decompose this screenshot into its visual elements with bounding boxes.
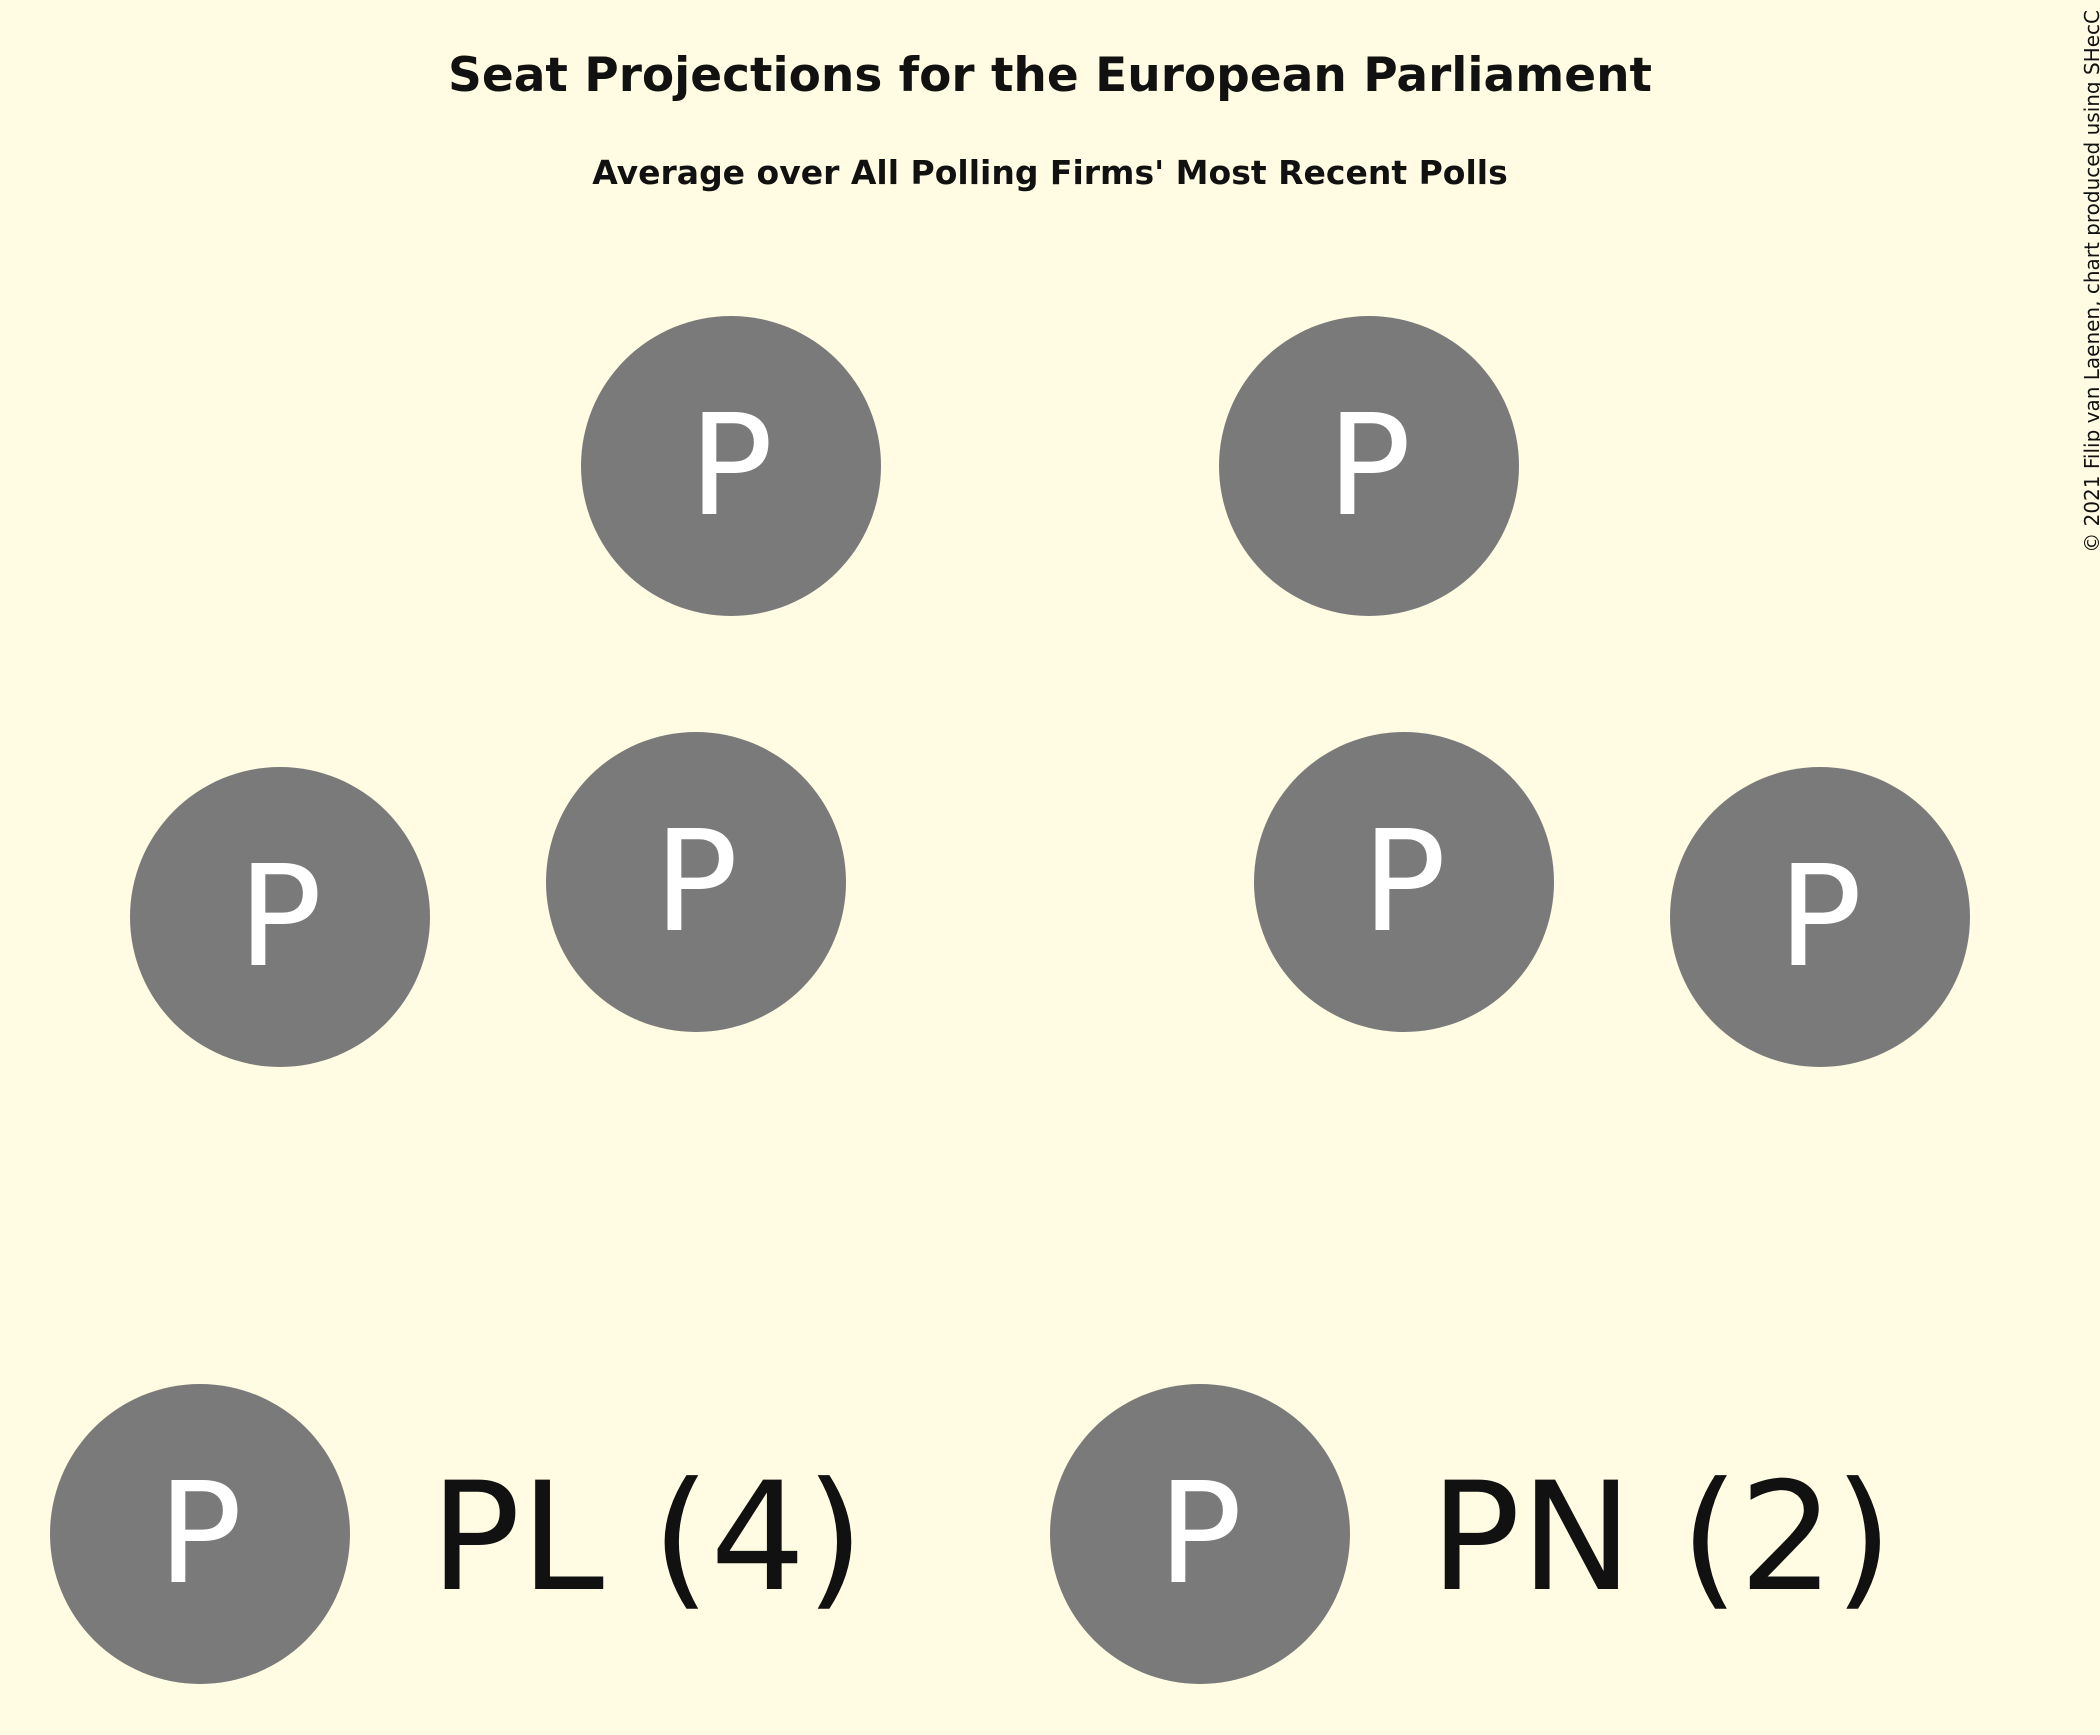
legend-label-pn: PN (2) — [1430, 1451, 1893, 1625]
legend-marker-pn-letter: P — [1158, 1453, 1242, 1616]
seat-pl-1: P — [130, 767, 430, 1067]
seat-pn-1: P — [1254, 732, 1554, 1032]
seat-pl-2-circle — [546, 732, 846, 1032]
seat-pl-4-letter: P — [1327, 385, 1411, 548]
seat-pn-2-letter: P — [1778, 836, 1862, 999]
legend-marker-pn: P — [1050, 1384, 1350, 1684]
seat-pl-3: P — [581, 316, 881, 616]
seat-pl-2-letter: P — [654, 801, 738, 964]
seat-pn-1-letter: P — [1362, 801, 1446, 964]
legend-marker-pn-circle — [1050, 1384, 1350, 1684]
seat-pl-4: P — [1219, 316, 1519, 616]
seat-pl-4-circle — [1219, 316, 1519, 616]
chart-subtitle: Average over All Polling Firms' Most Rec… — [592, 153, 1508, 192]
legend-marker-pl: P — [50, 1384, 350, 1684]
seat-pl-1-circle — [130, 767, 430, 1067]
seat-pn-2: P — [1670, 767, 1970, 1067]
legend-marker-pl-circle — [50, 1384, 350, 1684]
seat-pl-3-circle — [581, 316, 881, 616]
legend-marker-pl-letter: P — [158, 1453, 242, 1616]
chart-title: Seat Projections for the European Parlia… — [447, 48, 1653, 103]
seat-pl-2: P — [546, 732, 846, 1032]
seat-pl-3-letter: P — [689, 385, 773, 548]
seat-pl-1-letter: P — [238, 836, 322, 999]
seat-pn-1-circle — [1254, 732, 1554, 1032]
seat-pn-2-circle — [1670, 767, 1970, 1067]
legend-label-pl: PL (4) — [430, 1451, 864, 1625]
